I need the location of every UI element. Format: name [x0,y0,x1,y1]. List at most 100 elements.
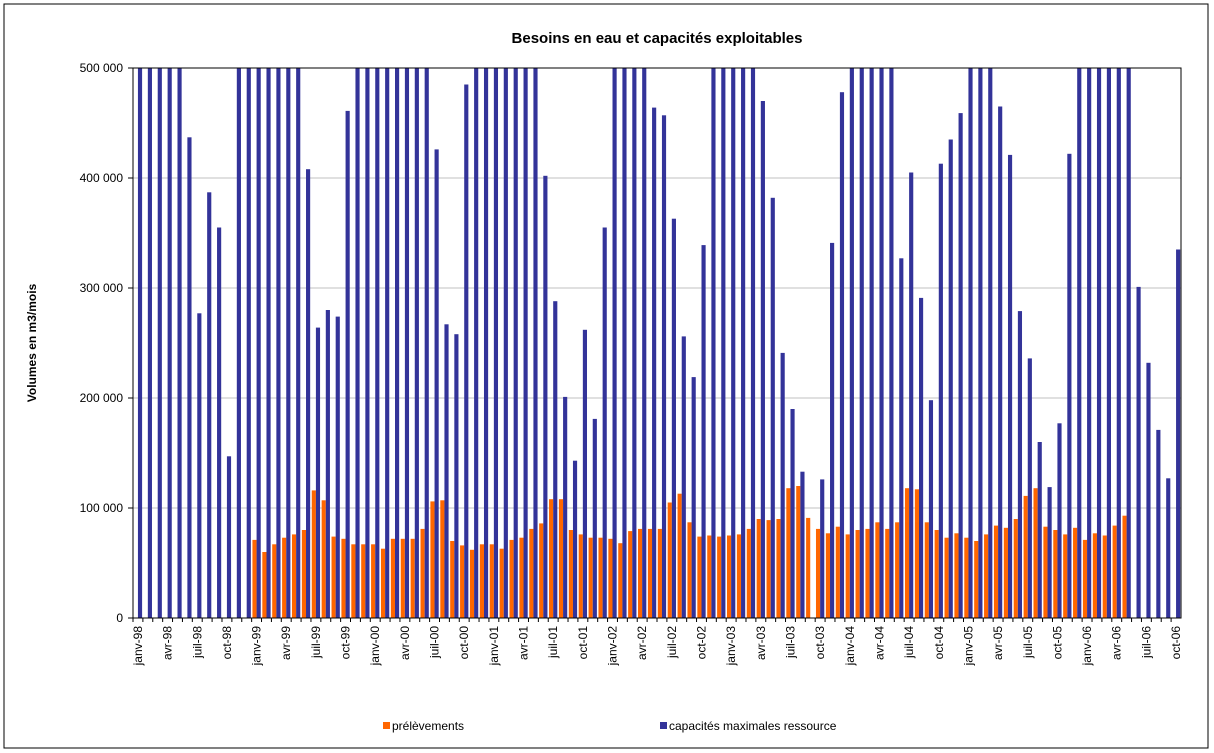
bar [543,175,548,619]
bar [529,528,534,618]
bar [217,227,222,618]
bar [974,541,979,618]
bar [503,68,508,618]
bar [582,329,588,618]
bar [236,68,241,618]
bar [460,545,465,618]
bar [1106,68,1112,618]
bar [800,471,805,618]
bar [483,68,489,618]
bar [766,520,771,618]
x-tick-label: avr-01 [517,626,531,660]
bar [1053,530,1058,618]
bar [825,533,831,618]
bar [252,539,257,618]
bar [1126,68,1131,618]
bar [760,101,765,618]
bar [1057,423,1062,618]
bar [790,409,795,618]
bar [315,327,321,618]
x-tick-label: avr-98 [161,626,175,660]
bar [1087,68,1092,618]
bar [513,68,518,618]
bar [697,536,702,618]
x-tick-label: oct-06 [1169,626,1183,660]
bar [909,172,914,618]
bar [187,137,192,619]
bar [746,528,751,618]
bar [845,534,850,618]
bar [207,192,212,619]
bar [1073,527,1078,618]
bar [549,499,554,618]
bar [563,396,568,618]
bar [256,68,261,618]
bar [667,502,672,618]
bar [1102,535,1107,618]
bar [509,539,514,618]
x-tick-label: juil-98 [190,626,204,659]
legend-label: capacités maximales ressource [669,719,837,733]
bar [592,418,597,618]
bar [588,537,593,618]
bar [687,522,692,618]
y-tick-label: 300 000 [80,281,124,295]
bar [895,522,900,618]
bar [385,68,390,618]
bar [948,139,953,618]
y-tick-label: 0 [116,611,123,625]
bar [410,538,415,618]
bar [938,163,943,618]
bar [671,218,676,618]
bar [335,316,340,618]
bar [1077,68,1082,618]
bar [815,528,821,618]
y-tick-label: 100 000 [80,501,124,515]
bar [855,530,860,618]
bar [622,68,627,618]
bar [647,528,653,618]
bar [954,533,959,618]
bar [899,258,904,618]
bar [296,68,301,618]
bar [246,68,251,618]
bar [523,68,528,618]
bar [968,68,973,618]
bar [869,68,874,618]
bar [934,530,939,618]
bar [984,534,989,618]
bar [572,460,578,618]
bar [750,68,756,618]
bar [424,68,429,618]
bar [355,68,360,618]
bar [375,68,380,618]
x-tick-label: janv-01 [487,626,501,667]
bar [1037,442,1042,618]
bar [400,538,405,618]
bar [721,68,726,618]
bar [859,68,864,618]
bar [998,106,1003,618]
bar [731,68,736,618]
x-tick-label: janv-02 [606,626,620,667]
bar [291,534,297,618]
x-tick-label: janv-03 [724,626,738,667]
x-tick-label: juil-00 [428,626,442,659]
bar [1033,488,1038,618]
bar [345,110,350,619]
bar [1043,526,1048,618]
bar [553,301,558,618]
legend-swatch [383,722,390,729]
bar [608,538,613,618]
bar [226,456,232,618]
bar [602,227,607,618]
bar [726,535,732,618]
bar [839,92,845,618]
bar [380,548,386,618]
bar [365,68,370,618]
x-tick-label: juil-01 [546,626,560,659]
bar [464,84,469,618]
bar [1176,249,1181,618]
bar [1146,362,1151,618]
bar [493,68,499,618]
